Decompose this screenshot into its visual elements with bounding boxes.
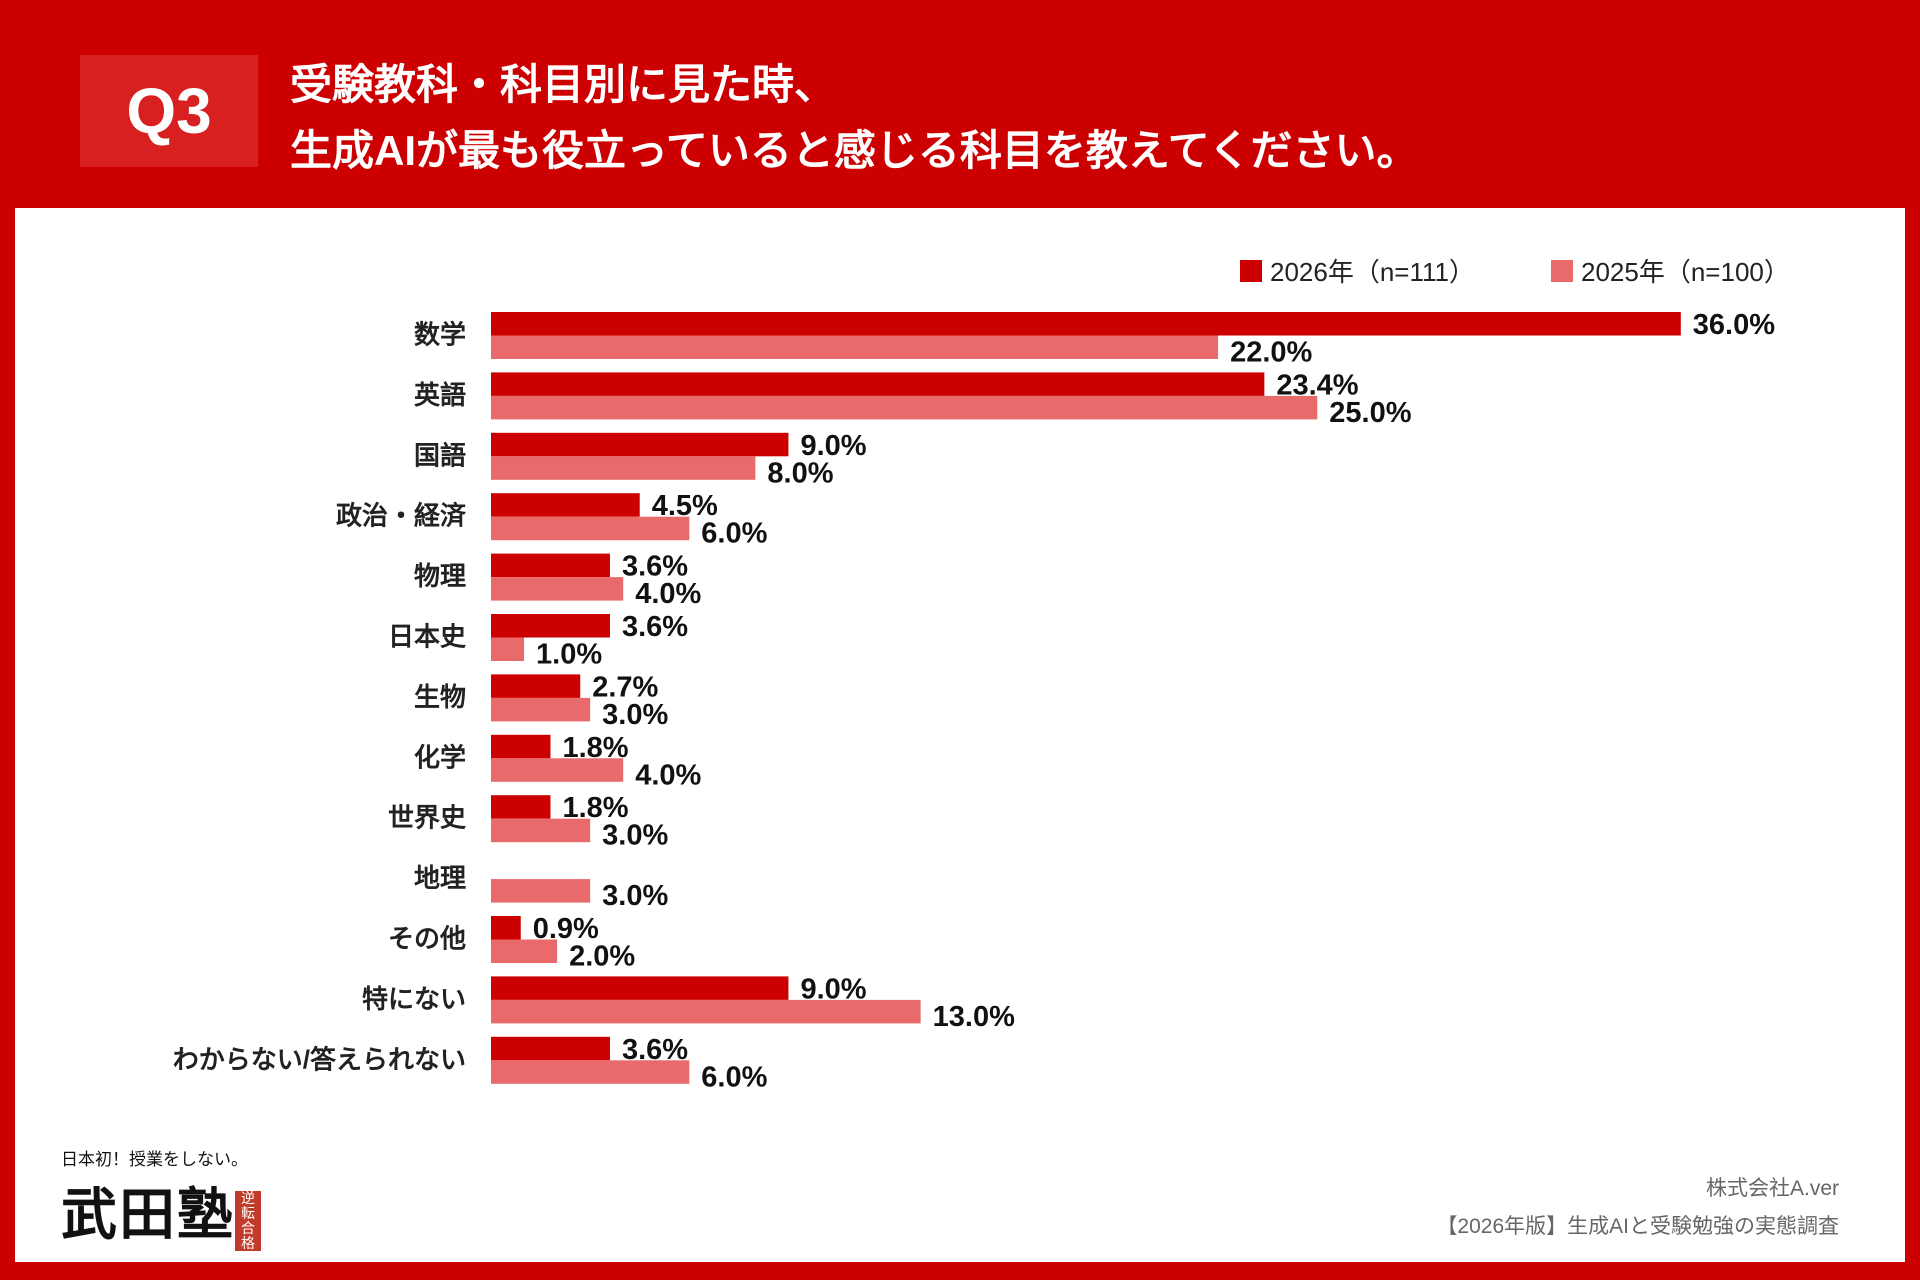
bar-2026	[491, 432, 789, 457]
data-label: 22.0%	[1230, 337, 1312, 369]
bar-2025	[491, 999, 921, 1024]
data-label: 13.0%	[933, 1001, 1015, 1033]
bar-2026	[491, 976, 789, 1000]
legend-label: 2025年（n=100）	[1581, 257, 1790, 287]
data-label: 3.0%	[602, 820, 668, 852]
bar-2026	[491, 312, 1681, 336]
title-line-2: 生成AIが最も役立っていると感じる科目を教えてください。	[290, 127, 1419, 174]
category-label: 化学	[414, 742, 466, 772]
legend-label: 2026年（n=111）	[1270, 257, 1476, 287]
bar-2026	[491, 795, 551, 819]
bar-2025	[491, 758, 624, 782]
category-label: 政治・経済	[336, 501, 467, 531]
bar-2025	[491, 939, 558, 963]
data-label: 3.0%	[602, 699, 668, 731]
data-label: 6.0%	[701, 1061, 767, 1093]
bar-2026	[491, 372, 1265, 396]
category-label: 国語	[414, 440, 466, 470]
data-label: 4.0%	[635, 759, 701, 791]
data-label: 8.0%	[767, 457, 833, 489]
survey-title: 【2026年版】生成AIと受験勉強の実態調査	[1436, 1215, 1839, 1238]
category-label: 生物	[414, 682, 466, 712]
legend-2025: 2025年（n=100）	[1551, 252, 1790, 289]
legend-2026: 2026年（n=111）	[1240, 252, 1475, 289]
bar-2025	[491, 879, 591, 903]
bar-2025	[491, 395, 1318, 420]
data-label: 2.7%	[592, 671, 658, 703]
logo: 日本初！授業をしない。 武田塾 逆転合格	[61, 1145, 261, 1251]
bar-2025	[491, 818, 591, 843]
bar-2025	[491, 335, 1219, 359]
data-label: 4.0%	[635, 578, 701, 610]
data-label: 2.0%	[569, 941, 635, 973]
bar-2026	[491, 493, 640, 517]
bar-2025	[491, 637, 525, 661]
company-name: 株式会社A.ver	[1705, 1177, 1839, 1200]
category-label: 数学	[414, 320, 466, 350]
data-label: 25.0%	[1329, 397, 1411, 429]
category-label: 地理	[414, 863, 466, 893]
question-number: Q3	[80, 55, 258, 167]
bar-2026	[491, 614, 610, 638]
data-label: 9.0%	[800, 430, 866, 462]
data-label: 3.0%	[602, 880, 668, 912]
data-label: 6.0%	[701, 518, 767, 550]
data-label: 36.0%	[1693, 309, 1775, 341]
category-label: 世界史	[388, 803, 467, 833]
bar-2025	[491, 577, 624, 601]
bar-2025	[491, 456, 756, 480]
bar-2026	[491, 674, 581, 698]
category-label: 物理	[414, 561, 466, 591]
category-label: その他	[388, 924, 466, 954]
bar-2026	[491, 1036, 610, 1061]
category-label: わからない/答えられない	[173, 1044, 466, 1074]
bar-2026	[491, 734, 551, 759]
bar-2026	[491, 916, 521, 940]
data-label: 3.6%	[622, 611, 688, 643]
data-label: 3.6%	[622, 551, 688, 583]
category-label: 英語	[414, 380, 466, 410]
legend-swatch-2026	[1240, 259, 1262, 282]
category-label: 特にない	[362, 984, 466, 1014]
title-line-1: 受験教科・科目別に見た時、	[290, 61, 837, 108]
bar-2025	[491, 516, 690, 541]
bar-2026	[491, 553, 610, 578]
bar-2025	[491, 697, 591, 722]
bar-2025	[491, 1060, 690, 1084]
legend-swatch-2025	[1551, 259, 1573, 282]
data-label: 1.0%	[536, 639, 602, 671]
category-label: 日本史	[388, 622, 467, 652]
page-title: 受験教科・科目別に見た時、 生成AIが最も役立っていると感じる科目を教えてくださ…	[290, 52, 1419, 184]
